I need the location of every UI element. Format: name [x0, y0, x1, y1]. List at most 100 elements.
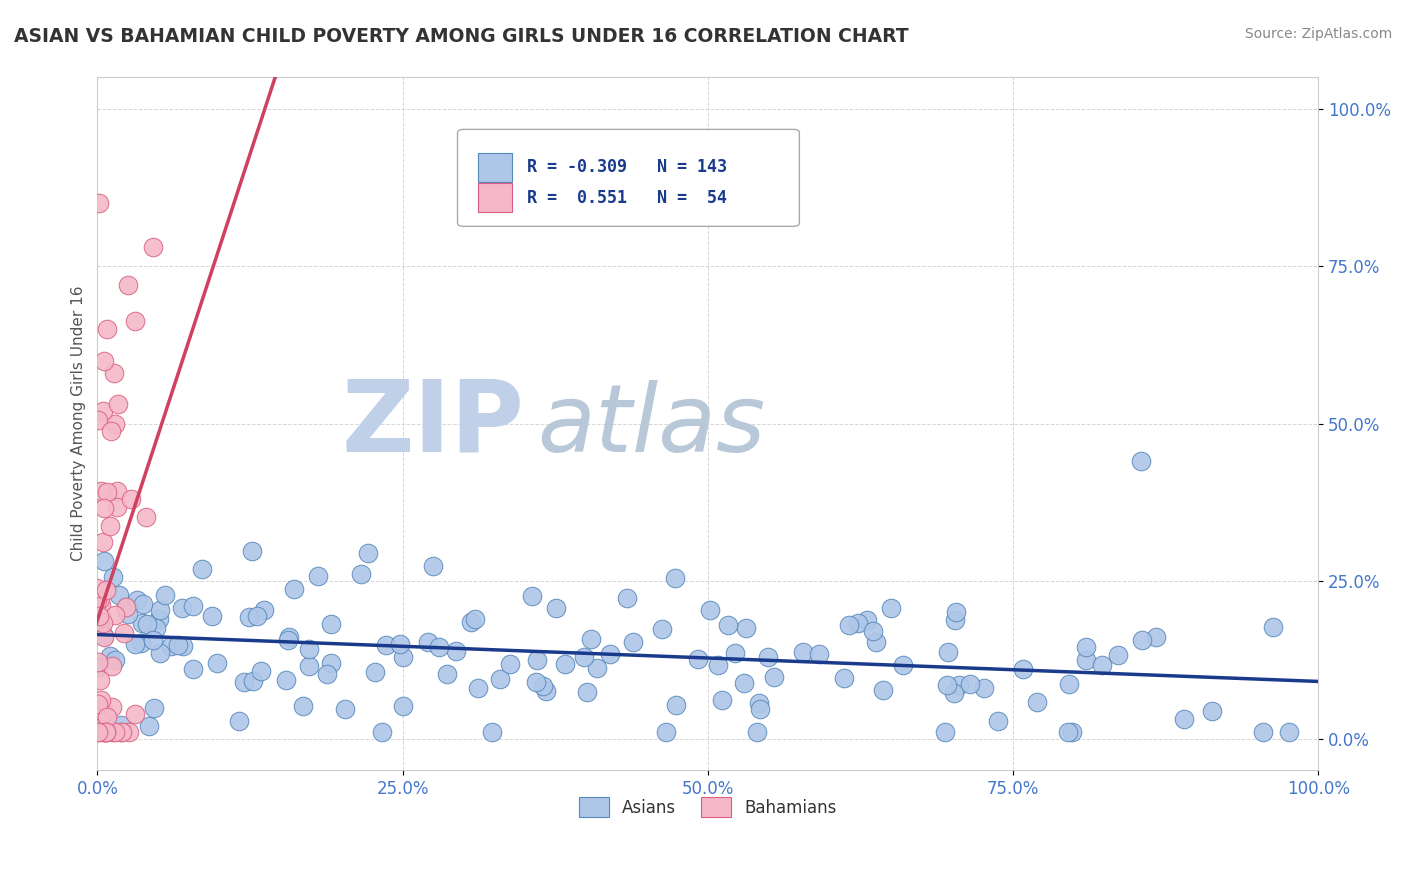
Point — [250, 665, 273, 679]
Point — [149, 603, 172, 617]
Point — [357, 545, 380, 559]
Point — [205, 657, 228, 671]
Point — [938, 645, 960, 659]
Point — [499, 657, 522, 671]
Point — [973, 681, 995, 695]
Point — [166, 638, 188, 652]
Point — [1074, 653, 1097, 667]
Point — [100, 649, 122, 664]
Point — [524, 674, 547, 689]
Point — [893, 658, 915, 673]
Point — [464, 611, 486, 625]
Point — [943, 613, 966, 627]
Point — [86, 582, 108, 596]
Point — [129, 636, 152, 650]
Point — [846, 615, 869, 630]
Point — [1251, 725, 1274, 739]
Point — [934, 725, 956, 739]
Point — [98, 519, 121, 533]
Point — [1130, 454, 1153, 468]
Point — [350, 566, 373, 581]
Point — [115, 600, 138, 615]
Point — [735, 621, 758, 635]
Text: R = -0.309   N = 143: R = -0.309 N = 143 — [527, 158, 727, 176]
Point — [91, 404, 114, 418]
Point — [110, 725, 132, 739]
Text: ZIP: ZIP — [342, 376, 524, 472]
Point — [1026, 695, 1049, 709]
Point — [277, 632, 299, 647]
Point — [87, 196, 110, 211]
Point — [155, 588, 177, 602]
Point — [748, 702, 770, 716]
Point — [190, 562, 212, 576]
Point — [585, 661, 607, 675]
Point — [544, 600, 567, 615]
Point — [579, 632, 602, 647]
Point — [115, 599, 138, 614]
Point — [242, 544, 264, 558]
Point — [392, 649, 415, 664]
Point — [172, 600, 194, 615]
Point — [132, 597, 155, 611]
Text: atlas: atlas — [537, 380, 765, 471]
Point — [90, 598, 112, 612]
FancyBboxPatch shape — [457, 129, 800, 227]
Point — [100, 424, 122, 438]
Point — [89, 673, 111, 687]
Point — [531, 679, 554, 693]
Point — [710, 692, 733, 706]
Point — [460, 615, 482, 629]
Point — [292, 699, 315, 714]
Point — [807, 647, 830, 661]
Point — [520, 589, 543, 603]
Point — [1076, 640, 1098, 654]
Point — [959, 677, 981, 691]
Point — [117, 607, 139, 621]
Point — [117, 278, 139, 293]
Legend: Asians, Bahamians: Asians, Bahamians — [572, 790, 844, 824]
Point — [138, 719, 160, 733]
Point — [1060, 725, 1083, 739]
Point — [315, 666, 337, 681]
Point — [89, 592, 111, 607]
Point — [89, 620, 111, 634]
Point — [201, 608, 224, 623]
Point — [838, 617, 860, 632]
Point — [86, 659, 108, 673]
Point — [148, 612, 170, 626]
Point — [319, 617, 342, 632]
Point — [87, 725, 110, 739]
Point — [87, 725, 110, 739]
Point — [616, 591, 638, 606]
Point — [124, 707, 146, 722]
Point — [298, 641, 321, 656]
Point — [90, 693, 112, 707]
Point — [242, 673, 264, 688]
Point — [748, 696, 770, 710]
Point — [686, 651, 709, 665]
Point — [665, 698, 688, 712]
Point — [655, 724, 678, 739]
Point — [105, 500, 128, 515]
Point — [103, 367, 125, 381]
Point — [987, 714, 1010, 728]
Point — [1130, 633, 1153, 648]
Point — [142, 700, 165, 714]
Point — [107, 588, 129, 602]
Point — [392, 698, 415, 713]
Point — [554, 657, 576, 672]
Point — [945, 605, 967, 619]
Point — [865, 635, 887, 649]
Point — [298, 659, 321, 673]
Point — [481, 725, 503, 739]
Point — [142, 239, 165, 253]
Point — [278, 630, 301, 644]
Point — [747, 725, 769, 739]
Point — [436, 667, 458, 681]
Point — [100, 659, 122, 673]
Point — [118, 725, 141, 739]
Point — [93, 501, 115, 516]
Point — [467, 681, 489, 696]
Point — [89, 609, 111, 624]
